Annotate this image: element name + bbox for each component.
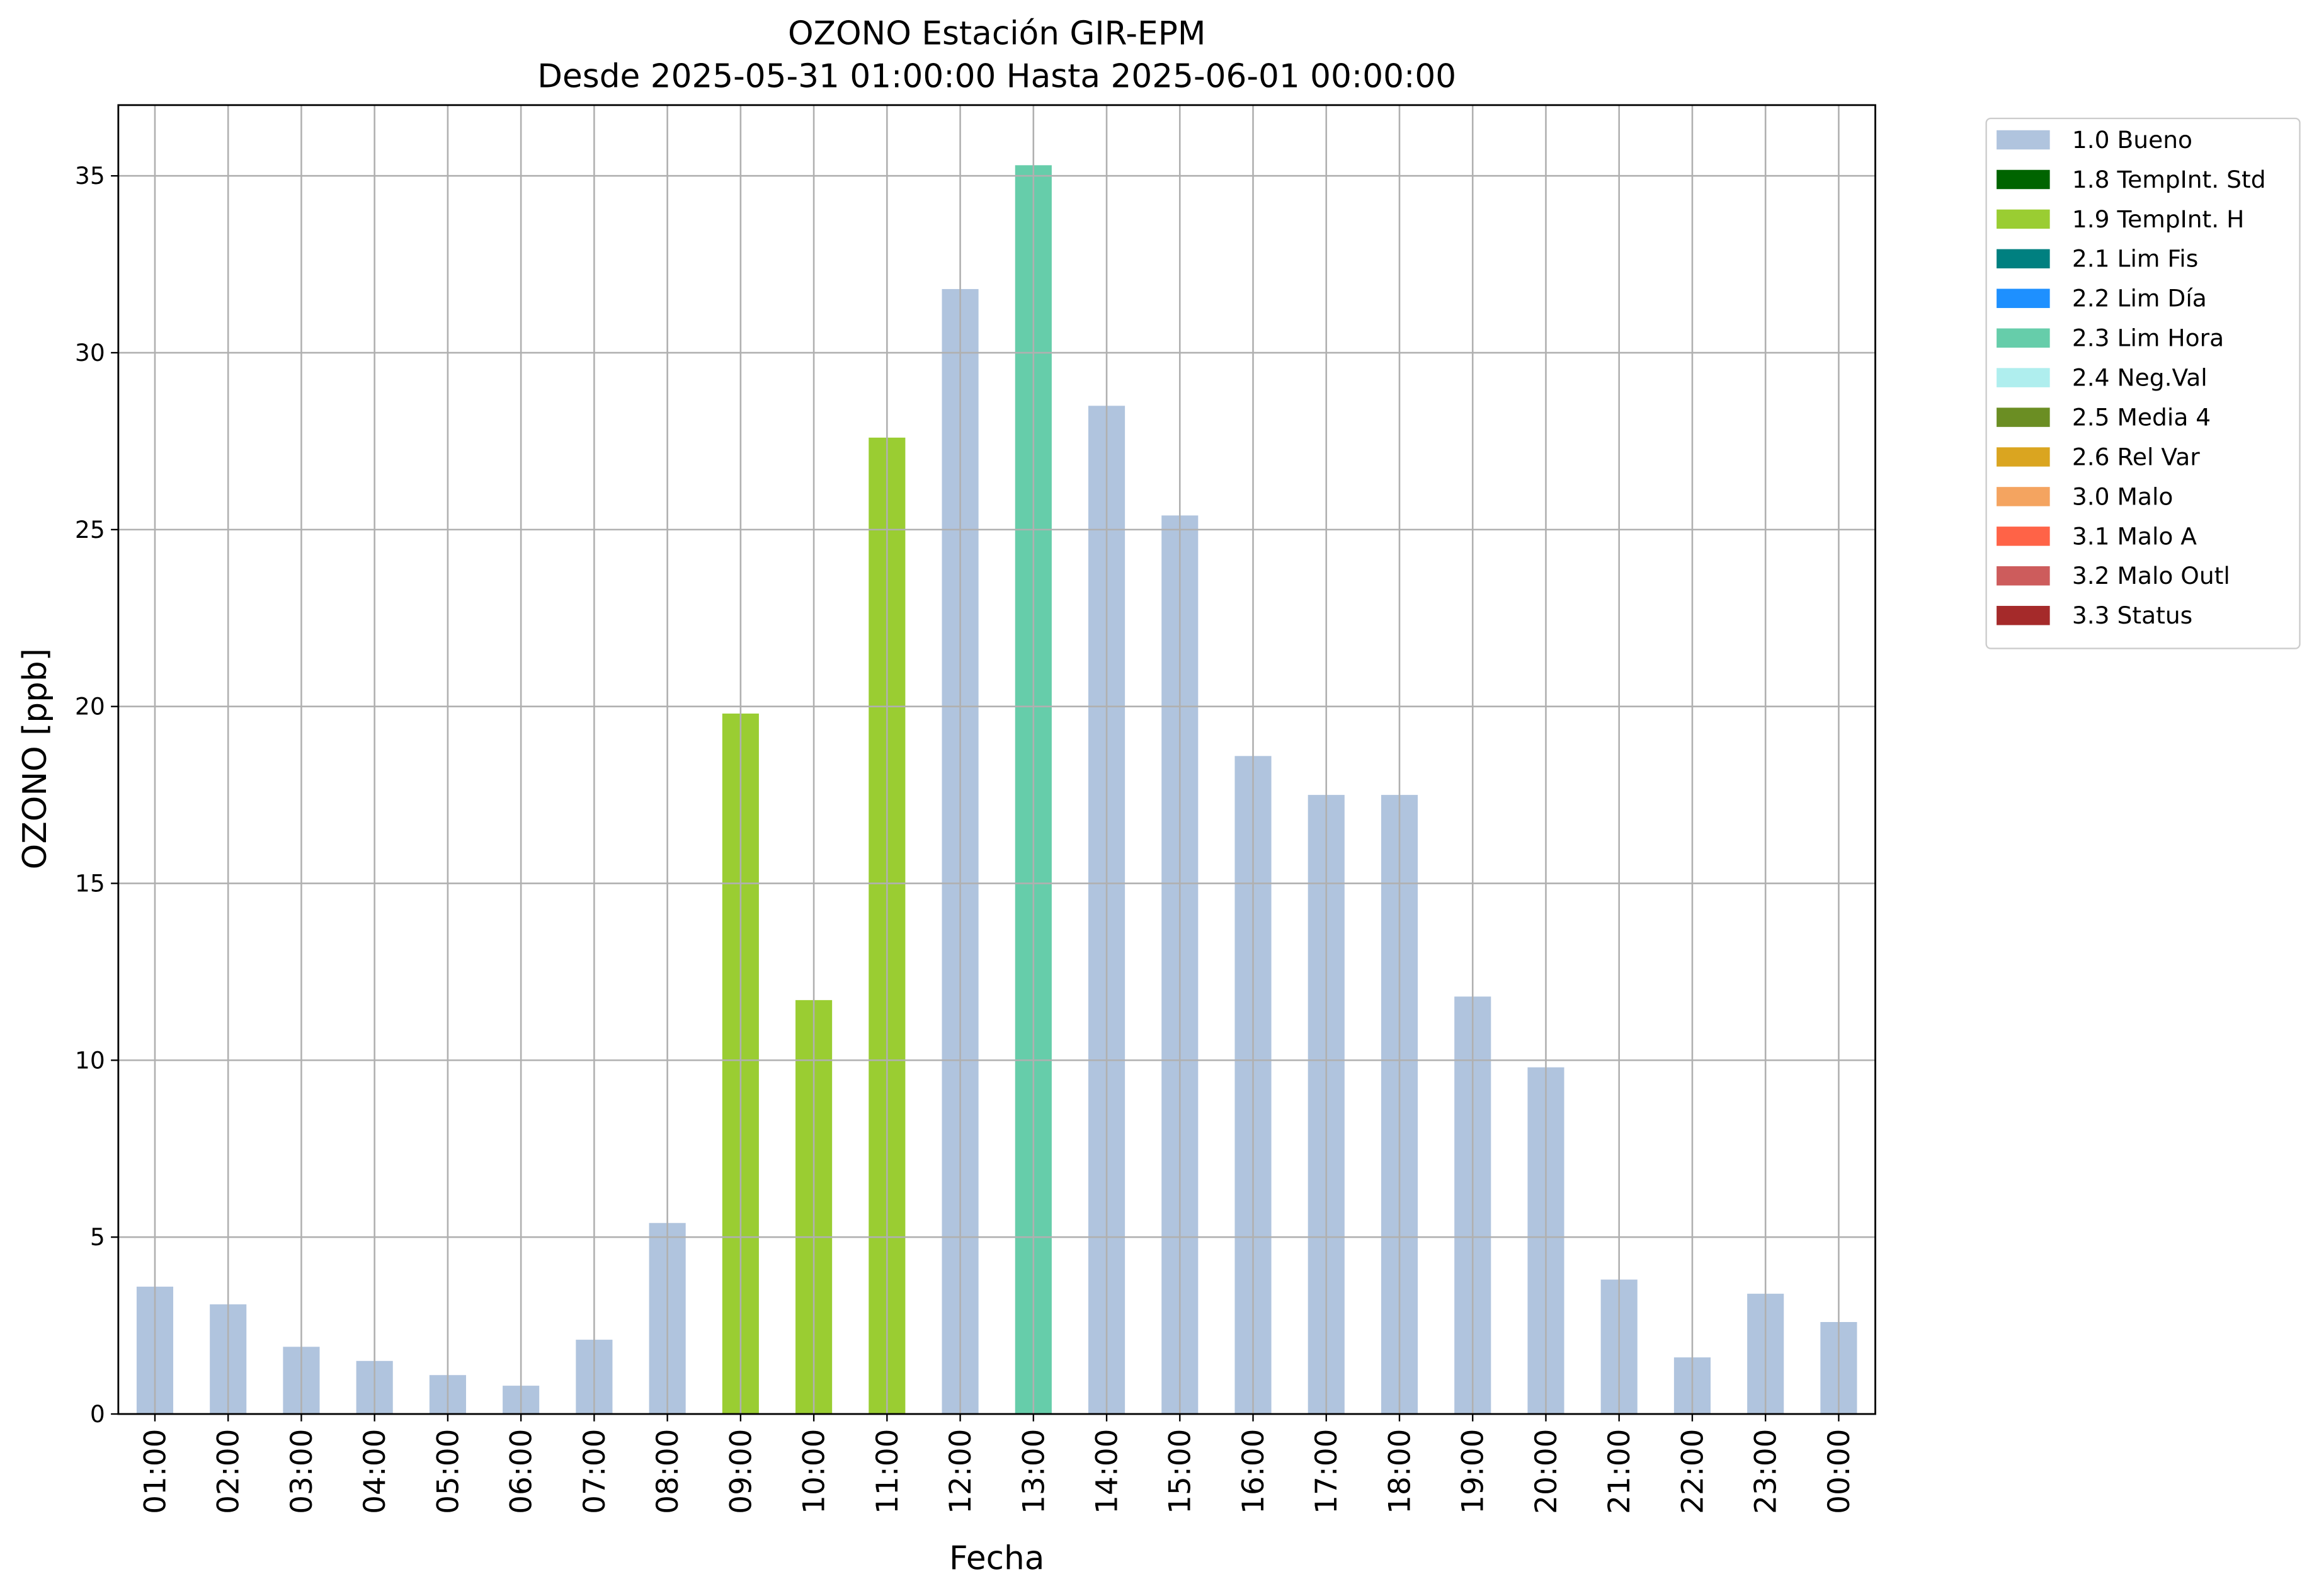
x-tick-label: 04:00: [358, 1429, 392, 1514]
legend-swatch: [1997, 566, 2050, 586]
x-tick-label: 15:00: [1163, 1429, 1198, 1514]
legend-label: 2.3 Lim Hora: [2072, 324, 2224, 352]
legend-swatch: [1997, 288, 2050, 309]
x-tick-label: 09:00: [724, 1429, 758, 1514]
y-tick-label: 20: [75, 693, 105, 721]
x-tick-label: 03:00: [285, 1429, 319, 1514]
y-axis-label: OZONO [ppb]: [16, 648, 54, 869]
legend-box: [1985, 117, 2301, 649]
x-tick-label: 12:00: [943, 1429, 978, 1514]
y-tick-label: 15: [75, 869, 105, 897]
legend-label: 2.2 Lim Día: [2072, 285, 2207, 312]
legend-swatch: [1997, 447, 2050, 467]
x-tick-label: 20:00: [1529, 1429, 1564, 1514]
x-tick-label: 17:00: [1309, 1429, 1344, 1514]
legend-label: 3.3 Status: [2072, 601, 2192, 629]
x-tick-label: 21:00: [1602, 1429, 1637, 1514]
legend-swatch: [1997, 408, 2050, 427]
legend-swatch: [1997, 169, 2050, 190]
x-tick-label: 00:00: [1822, 1429, 1857, 1514]
x-tick-label: 18:00: [1382, 1429, 1417, 1514]
y-tick-label: 30: [75, 339, 105, 367]
y-tick-label: 0: [90, 1400, 105, 1428]
x-tick-label: 08:00: [651, 1429, 685, 1514]
x-tick-label: 06:00: [504, 1429, 539, 1514]
x-tick-label: 22:00: [1675, 1429, 1710, 1514]
legend-label: 2.5 Media 4: [2072, 403, 2211, 431]
legend-swatch: [1997, 527, 2050, 546]
legend-label: 3.1 Malo A: [2072, 522, 2197, 550]
x-tick-label: 23:00: [1749, 1429, 1784, 1514]
legend-label: 3.0 Malo: [2072, 482, 2174, 510]
y-tick-label: 25: [75, 516, 105, 544]
x-tick-label: 07:00: [578, 1429, 612, 1514]
x-tick-label: 11:00: [870, 1429, 905, 1514]
x-tick-label: 19:00: [1456, 1429, 1491, 1514]
x-tick-label: 01:00: [138, 1429, 173, 1514]
x-tick-label: 05:00: [431, 1429, 465, 1514]
x-axis-label: Fecha: [949, 1540, 1044, 1578]
legend-swatch: [1997, 249, 2050, 269]
x-tick-label: 16:00: [1236, 1429, 1271, 1514]
legend-label: 2.4 Neg.Val: [2072, 364, 2208, 392]
x-tick-label: 14:00: [1090, 1429, 1124, 1514]
plot-frame: [117, 104, 1876, 1415]
legend-swatch: [1997, 605, 2050, 625]
legend-swatch: [1997, 487, 2050, 506]
y-tick-label: 35: [75, 162, 105, 190]
legend-label: 3.2 Malo Outl: [2072, 562, 2230, 590]
x-tick-label: 10:00: [797, 1429, 832, 1514]
y-tick-label: 5: [90, 1223, 105, 1251]
x-tick-label: 02:00: [212, 1429, 246, 1514]
chart-subtitle: Desde 2025-05-31 01:00:00 Hasta 2025-06-…: [537, 58, 1456, 96]
chart-title: OZONO Estación GIR-EPM: [788, 15, 1205, 53]
x-tick-label: 13:00: [1017, 1429, 1051, 1514]
y-tick-label: 10: [75, 1046, 105, 1074]
legend-swatch: [1997, 130, 2050, 150]
legend-label: 2.6 Rel Var: [2072, 443, 2200, 470]
legend-swatch: [1997, 368, 2050, 387]
legend-label: 2.1 Lim Fis: [2072, 245, 2198, 273]
legend-swatch: [1997, 209, 2050, 229]
legend-label: 1.8 TempInt. Std: [2072, 166, 2266, 193]
legend-label: 1.0 Bueno: [2072, 126, 2192, 154]
legend-swatch: [1997, 328, 2050, 348]
legend-label: 1.9 TempInt. H: [2072, 205, 2245, 233]
